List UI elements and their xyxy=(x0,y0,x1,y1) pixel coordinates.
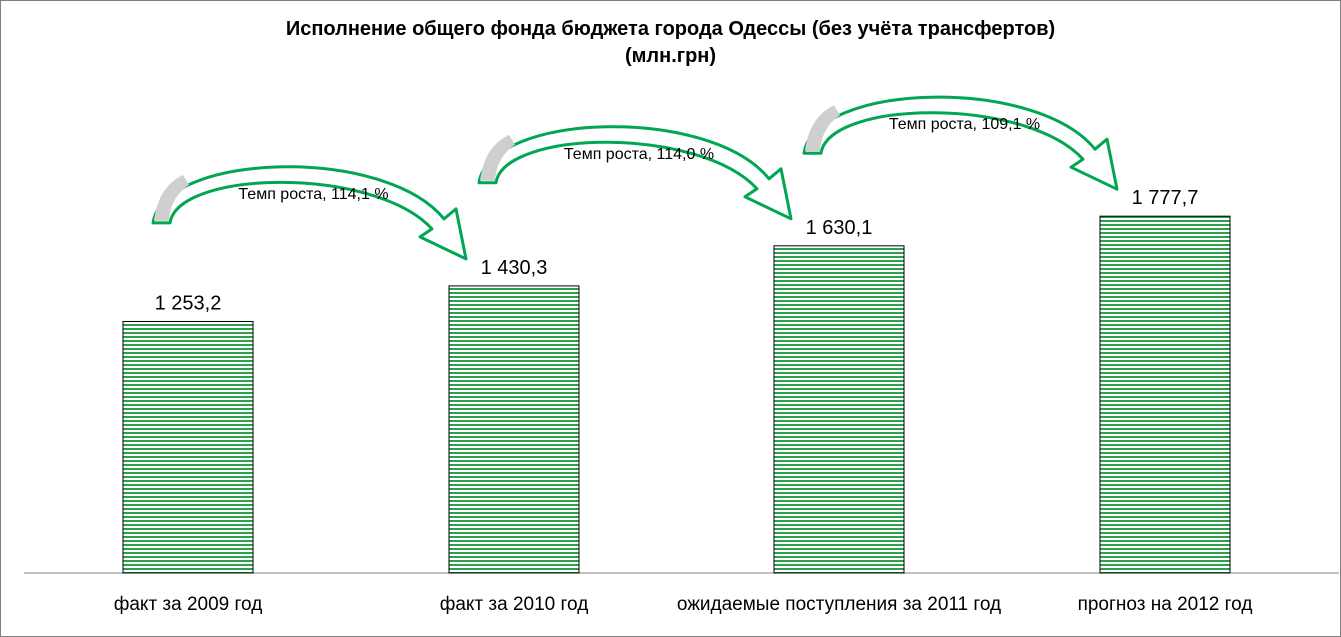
category-label: факт за 2010 год xyxy=(440,594,589,615)
growth-arrow xyxy=(151,165,468,261)
bar-2 xyxy=(448,285,580,574)
bar-3 xyxy=(773,245,905,574)
growth-rate-label: Темп роста, 109,1 % xyxy=(889,116,1040,133)
bar-value-label: 1 253,2 xyxy=(155,292,222,314)
bar-4 xyxy=(1099,215,1231,574)
bar-value-label: 1 630,1 xyxy=(806,217,873,239)
growth-arrow-shade xyxy=(805,105,840,152)
growth-rate-label: Темп роста, 114,0 % xyxy=(564,146,714,163)
chart-title-line2: (млн.грн) xyxy=(624,45,717,67)
chart-title-line1: Исполнение общего фонда бюджета города О… xyxy=(285,18,1056,40)
bar-value-label: 1 777,7 xyxy=(1132,187,1199,209)
growth-rate-label: Темп роста, 114,1 % xyxy=(238,186,388,203)
bar-1 xyxy=(122,320,254,574)
growth-arrow xyxy=(477,125,793,221)
category-label: ожидаемые поступления за 2011 год xyxy=(677,594,1001,615)
growth-arrow-shade xyxy=(154,174,189,221)
bar-value-label: 1 430,3 xyxy=(481,257,548,279)
growth-arrow xyxy=(802,95,1119,191)
chart-title: Исполнение общего фонда бюджета города О… xyxy=(0,16,1341,70)
category-label: факт за 2009 год xyxy=(114,594,263,615)
growth-arrow-shade xyxy=(480,134,515,181)
category-label: прогноз на 2012 год xyxy=(1078,594,1253,615)
